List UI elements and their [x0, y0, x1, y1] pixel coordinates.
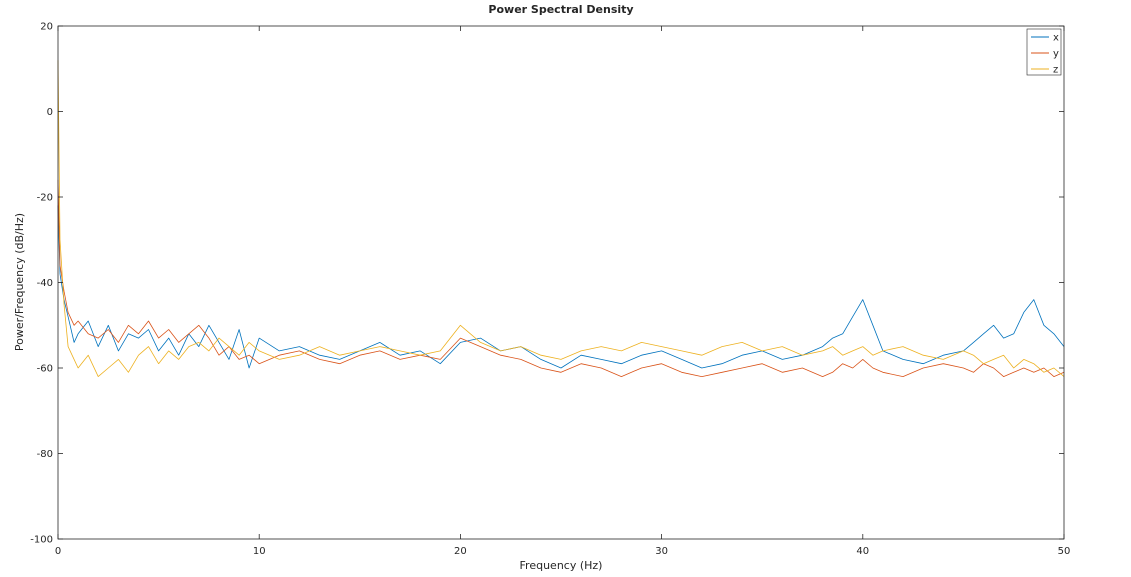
x-tick-label: 40 [856, 546, 869, 557]
y-axis-label: Power/Frequency (dB/Hz) [13, 213, 26, 351]
legend-label-z: z [1053, 65, 1058, 76]
x-tick-label: 10 [253, 546, 266, 557]
y-tick-label: -80 [37, 449, 53, 460]
series-layer [57, 60, 1065, 378]
y-tick-label: -40 [37, 278, 53, 289]
legend-label-y: y [1053, 49, 1059, 60]
legend: xyz [1026, 28, 1062, 76]
y-tick-label: -100 [30, 535, 53, 546]
x-axis-label: Frequency (Hz) [520, 559, 603, 572]
x-axis-ticks: 0 10 20 30 40 50 [55, 26, 1071, 557]
series-line-z [57, 60, 1065, 378]
y-tick-label: 0 [47, 107, 53, 118]
legend-label-x: x [1053, 33, 1059, 44]
y-axis-ticks: 20 0 -20 -40 -60 -80 -100 [30, 22, 1064, 546]
plot-area [58, 26, 1064, 539]
y-tick-label: 20 [40, 22, 53, 33]
chart-title: Power Spectral Density [488, 3, 633, 16]
y-tick-label: -20 [37, 193, 53, 204]
x-tick-label: 0 [55, 546, 61, 557]
x-tick-label: 30 [655, 546, 668, 557]
series-line-y [57, 179, 1065, 378]
legend-items: xyz [1031, 33, 1059, 76]
x-tick-label: 20 [454, 546, 467, 557]
y-tick-label: -60 [37, 364, 53, 375]
x-tick-label: 50 [1058, 546, 1071, 557]
